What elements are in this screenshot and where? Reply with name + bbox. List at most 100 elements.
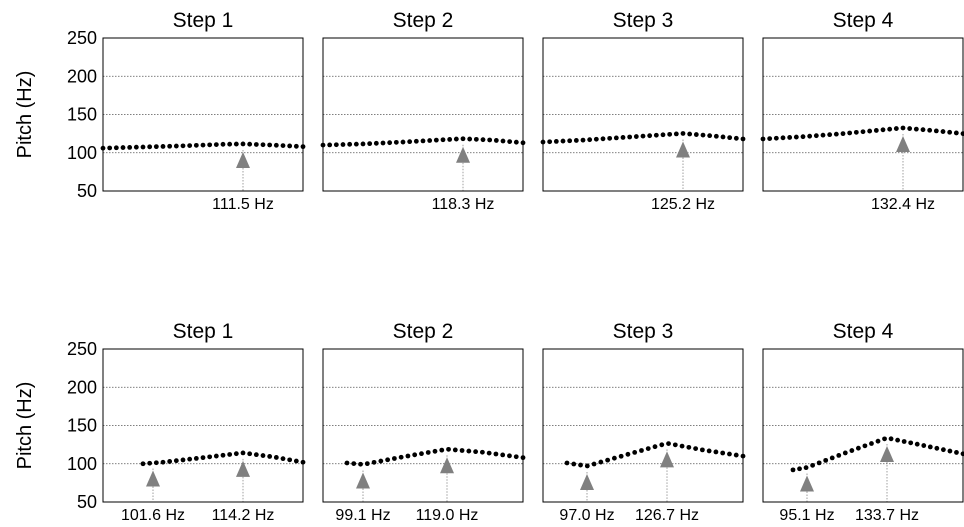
pitch-point bbox=[287, 457, 293, 463]
pitch-point bbox=[699, 447, 705, 453]
pitch-point bbox=[107, 145, 113, 151]
pitch-point bbox=[645, 446, 651, 452]
pitch-point bbox=[207, 142, 213, 148]
peak-marker-triangle bbox=[800, 475, 814, 492]
pitch-point bbox=[907, 126, 913, 131]
pitch-point bbox=[247, 141, 253, 147]
pitch-point bbox=[639, 448, 644, 453]
panel-frame bbox=[102, 37, 304, 192]
pitch-point bbox=[560, 138, 566, 144]
pitch-point bbox=[153, 144, 159, 150]
pitch-point bbox=[584, 463, 590, 469]
pitch-point bbox=[293, 458, 299, 464]
pitch-point bbox=[220, 452, 226, 458]
pitch-point bbox=[387, 140, 393, 146]
pitch-point bbox=[547, 139, 553, 145]
pitch-point bbox=[847, 130, 853, 136]
pitch-point bbox=[200, 455, 206, 461]
pitch-point bbox=[880, 127, 886, 133]
pitch-point bbox=[807, 133, 813, 139]
pitch-point bbox=[447, 137, 453, 142]
pitch-point bbox=[391, 456, 397, 461]
pitch-point bbox=[213, 453, 219, 459]
peak-label: 126.7 Hz bbox=[635, 507, 699, 524]
pitch-point bbox=[618, 453, 624, 459]
panel-title: Step 2 bbox=[393, 9, 454, 32]
pitch-point bbox=[173, 458, 179, 464]
pitch-point bbox=[247, 451, 253, 457]
pitch-point bbox=[810, 462, 816, 468]
pitch-point bbox=[680, 131, 686, 136]
pitch-point bbox=[862, 443, 868, 449]
pitch-point bbox=[220, 141, 226, 147]
pitch-point bbox=[487, 137, 493, 143]
panel-title: Step 4 bbox=[833, 9, 894, 32]
panel-title: Step 1 bbox=[173, 9, 234, 32]
pitch-point bbox=[591, 461, 597, 467]
pitch-point bbox=[113, 145, 119, 151]
pitch-point bbox=[707, 133, 713, 139]
pitch-point bbox=[914, 441, 920, 447]
pitch-point bbox=[687, 131, 693, 137]
pitch-point bbox=[473, 136, 479, 142]
pitch-point bbox=[706, 448, 712, 454]
pitch-point bbox=[358, 461, 363, 467]
pitch-point bbox=[727, 135, 733, 141]
pitch-point bbox=[213, 142, 219, 147]
pitch-point bbox=[869, 441, 874, 446]
pitch-point bbox=[147, 144, 153, 150]
panel-title: Step 4 bbox=[833, 320, 894, 343]
peak-marker-triangle bbox=[896, 135, 910, 152]
pitch-point bbox=[173, 143, 179, 149]
panel-frame bbox=[102, 348, 304, 503]
pitch-point bbox=[647, 133, 653, 139]
pitch-point bbox=[120, 145, 126, 150]
pitch-point bbox=[479, 449, 485, 455]
pitch-point bbox=[364, 461, 370, 467]
pitch-point bbox=[267, 142, 273, 148]
pitch-point bbox=[867, 128, 873, 134]
pitch-point bbox=[598, 459, 604, 465]
pitch-point bbox=[605, 457, 611, 463]
pitch-point bbox=[823, 457, 829, 463]
peak-marker-triangle bbox=[236, 151, 250, 168]
peak-label: 101.6 Hz bbox=[121, 507, 185, 524]
pitch-point bbox=[240, 450, 246, 456]
pitch-point bbox=[180, 143, 186, 149]
pitch-point bbox=[849, 448, 855, 453]
pitch-point bbox=[803, 465, 809, 471]
pitch-point bbox=[446, 446, 451, 452]
pitch-point bbox=[140, 144, 146, 150]
pitch-point bbox=[720, 450, 726, 456]
pitch-point bbox=[953, 130, 959, 136]
pitch-point bbox=[573, 138, 579, 143]
pitch-point bbox=[833, 131, 839, 137]
pitch-point bbox=[466, 448, 472, 454]
peak-marker-triangle bbox=[456, 146, 470, 163]
pitch-point bbox=[840, 131, 846, 137]
pitch-point bbox=[720, 134, 726, 140]
pitch-point bbox=[371, 459, 377, 465]
pitch-point bbox=[820, 132, 826, 138]
pitch-point bbox=[193, 142, 199, 148]
peak-marker-triangle bbox=[660, 451, 674, 468]
pitch-point bbox=[947, 448, 953, 454]
pitch-point bbox=[427, 138, 433, 143]
pitch-point bbox=[793, 134, 799, 140]
pitch-point bbox=[413, 138, 419, 144]
pitch-point bbox=[921, 443, 927, 448]
pitch-point bbox=[280, 143, 286, 149]
y-tick-label: 150 bbox=[67, 105, 97, 125]
pitch-point bbox=[287, 143, 293, 149]
pitch-point bbox=[882, 436, 887, 442]
pitch-point bbox=[344, 460, 350, 466]
pitch-point bbox=[393, 139, 399, 145]
pitch-point bbox=[653, 132, 659, 138]
pitch-point bbox=[500, 138, 506, 144]
pitch-point bbox=[813, 133, 819, 139]
peak-marker-triangle bbox=[356, 472, 370, 489]
pitch-point bbox=[467, 136, 473, 142]
pitch-point bbox=[333, 142, 339, 148]
pitch-point bbox=[440, 137, 446, 143]
pitch-point bbox=[816, 460, 822, 466]
